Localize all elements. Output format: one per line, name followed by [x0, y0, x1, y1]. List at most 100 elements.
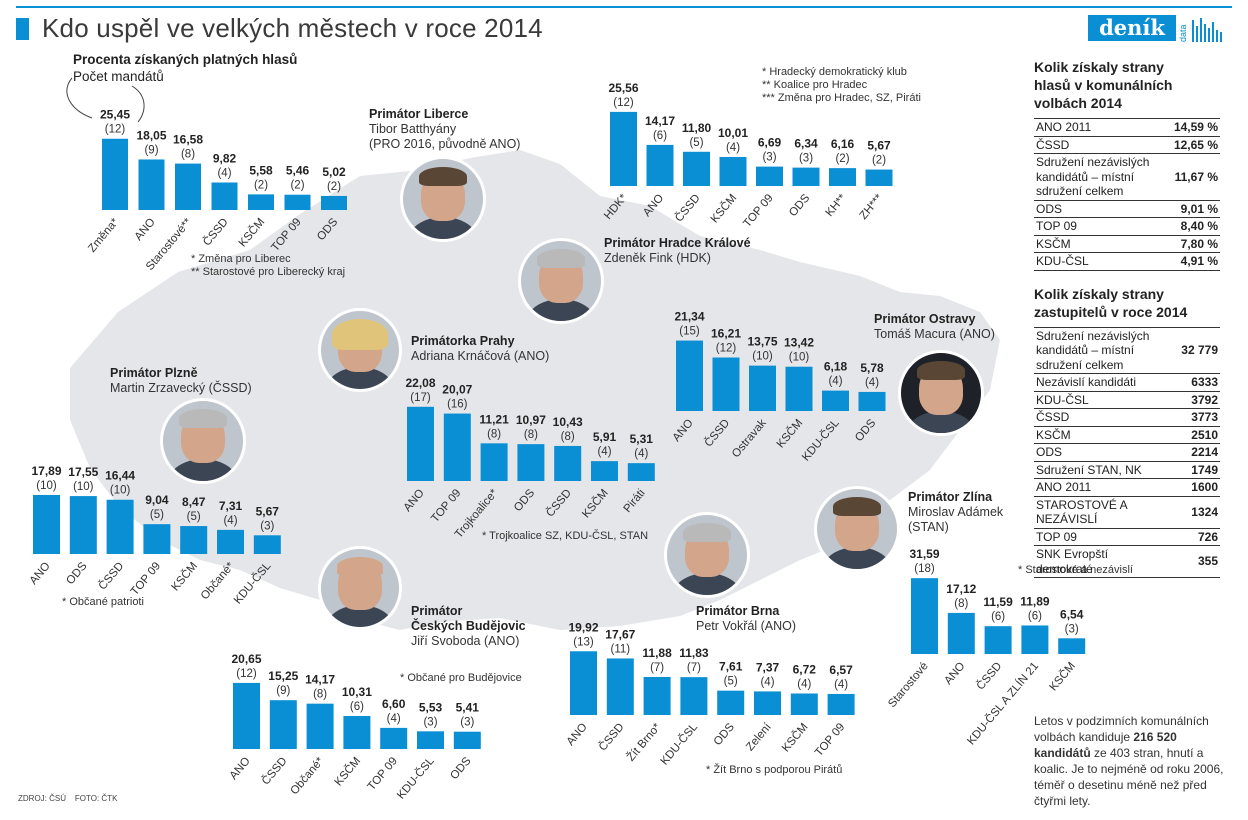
value-label-hradec: 6,69 [758, 136, 782, 150]
category-label-plzen: ANO [28, 560, 53, 587]
value-label-plzen: 7,31 [219, 499, 243, 513]
seats-label-brno: (4) [834, 679, 848, 691]
seats-label-plzen: (5) [187, 511, 201, 523]
seats-party: KSČM [1034, 425, 1158, 444]
votes-title-line-2: hlasů v komunálních [1034, 77, 1173, 93]
seats-label-liberec: (2) [327, 181, 341, 193]
category-label-hradec: ČSSD [672, 192, 702, 225]
mayor-party-zlin: (STAN) [908, 520, 949, 534]
votes-party: ČSSD [1034, 135, 1158, 154]
bar-ostrava [858, 391, 886, 411]
seats-party: Sdružení nezávislých kandidátů – místní … [1034, 326, 1158, 374]
bar-budejovice [417, 731, 444, 749]
bar-praha [554, 445, 582, 481]
mayor-name-liberec: Tibor Batthyány [369, 122, 457, 136]
value-label-budejovice: 6,60 [382, 697, 406, 711]
mayor-name-brno: Petr Vokřál (ANO) [696, 619, 797, 633]
seats-value: 1600 [1158, 478, 1220, 496]
value-label-hradec: 11,80 [682, 121, 712, 135]
bar-brno [680, 677, 708, 715]
bar-ostrava [676, 340, 703, 411]
value-label-budejovice: 5,41 [456, 701, 480, 715]
bar-hradec [756, 166, 783, 186]
seats-label-ostrava: (12) [716, 343, 737, 355]
credits: ZDROJ: ČSÚ FOTO: ČTK [18, 794, 117, 803]
category-label-brno: TOP 09 [813, 721, 847, 759]
category-label-budejovice: ODS [448, 755, 473, 782]
seats-label-budejovice: (6) [350, 701, 364, 713]
bar-liberec [102, 138, 128, 210]
logo-text: deník [1088, 15, 1176, 41]
seats-label-praha: (17) [410, 392, 431, 404]
seats-label-liberec: (8) [181, 149, 195, 161]
seats-party: SNK Evropští demokraté [1034, 545, 1158, 578]
note-liberec-2: ** Starostové pro Liberecký kraj [191, 266, 346, 278]
seats-party: ČSSD [1034, 408, 1158, 426]
seats-party: STAROSTOVÉ A NEZÁVISLÍ [1034, 495, 1158, 528]
seats-label-praha: (16) [447, 399, 468, 411]
mayor-name-praha: Adriana Krnáčová (ANO) [411, 349, 550, 363]
note-hradec-2: ** Koalice pro Hradec [762, 79, 868, 91]
seats-party: Nezávislí kandidáti [1034, 373, 1158, 391]
avatar-brno [664, 512, 750, 598]
category-label-plzen: ČSSD [96, 560, 126, 593]
value-label-ostrava: 13,42 [784, 336, 814, 350]
seats-label-budejovice: (3) [460, 717, 474, 729]
seats-label-zlin: (8) [954, 598, 968, 610]
mayor-party-liberec: (PRO 2016, původně ANO) [369, 137, 521, 151]
bar-hradec [829, 168, 856, 186]
seats-label-hradec: (5) [689, 137, 703, 149]
category-label-budejovice: ANO [228, 755, 253, 782]
value-label-liberec: 5,46 [286, 164, 310, 178]
value-label-hradec: 6,34 [794, 137, 818, 151]
seats-row: KSČM 2510 [1034, 425, 1220, 444]
seats-label-ostrava: (15) [679, 326, 700, 338]
bar-brno [606, 658, 634, 715]
value-label-ostrava: 16,21 [711, 327, 741, 341]
value-label-brno: 6,72 [793, 662, 817, 676]
seats-label-budejovice: (4) [387, 713, 401, 725]
bar-plzen [106, 499, 134, 554]
note-hradec-3: *** Změna pro Hradec, SZ, Piráti [762, 92, 921, 104]
votes-row: ČSSD 12,65 % [1034, 135, 1220, 154]
bar-plzen [180, 526, 208, 554]
seats-label-budejovice: (9) [276, 685, 290, 697]
mayor-title-hradec: Primátor Hradce Králové [604, 236, 751, 250]
seats-value: 1749 [1158, 460, 1220, 479]
bar-brno [643, 676, 671, 715]
seats-label-zlin: (6) [991, 611, 1005, 623]
value-label-plzen: 9,04 [145, 493, 169, 507]
category-label-hradec: ZH*** [858, 192, 886, 222]
category-label-brno: Zelení [744, 721, 774, 754]
bar-hradec [683, 151, 710, 186]
seats-row: STAROSTOVÉ A NEZÁVISLÍ 1324 [1034, 495, 1220, 528]
value-label-liberec: 5,58 [249, 163, 273, 177]
seats-label-zlin: (3) [1065, 623, 1079, 635]
seats-row: ANO 2011 1600 [1034, 478, 1220, 496]
seats-value: 3773 [1158, 408, 1220, 426]
category-label-brno: ODS [712, 721, 737, 748]
title-accent [16, 18, 29, 40]
seats-party: ODS [1034, 443, 1158, 461]
bar-hradec [646, 144, 674, 186]
value-label-zlin: 6,54 [1060, 607, 1084, 621]
seats-label-liberec: (2) [254, 179, 268, 191]
mayor-title-plzen: Primátor Plzně [110, 366, 198, 380]
votes-row: Sdružení nezávislých kandidátů – místní … [1034, 153, 1220, 200]
source-credit: ZDROJ: ČSÚ [18, 794, 66, 803]
seats-row: Nezávislí kandidáti 6333 [1034, 373, 1220, 391]
bar-zlin [947, 612, 975, 654]
category-label-budejovice: TOP 09 [366, 755, 400, 793]
category-label-liberec: ANO [133, 216, 158, 243]
votes-value: 14,59 % [1158, 118, 1220, 136]
votes-row: TOP 09 8,40 % [1034, 217, 1220, 235]
votes-value: 7,80 % [1158, 234, 1220, 253]
seats-label-liberec: (4) [217, 168, 231, 180]
seats-label-plzen: (10) [36, 480, 57, 492]
seats-value: 2510 [1158, 425, 1220, 444]
votes-party: TOP 09 [1034, 217, 1158, 235]
seats-label-hradec: (2) [872, 155, 886, 167]
category-label-budejovice: Občané* [288, 755, 326, 797]
seats-party: TOP 09 [1034, 527, 1158, 546]
bar-budejovice [269, 700, 297, 749]
